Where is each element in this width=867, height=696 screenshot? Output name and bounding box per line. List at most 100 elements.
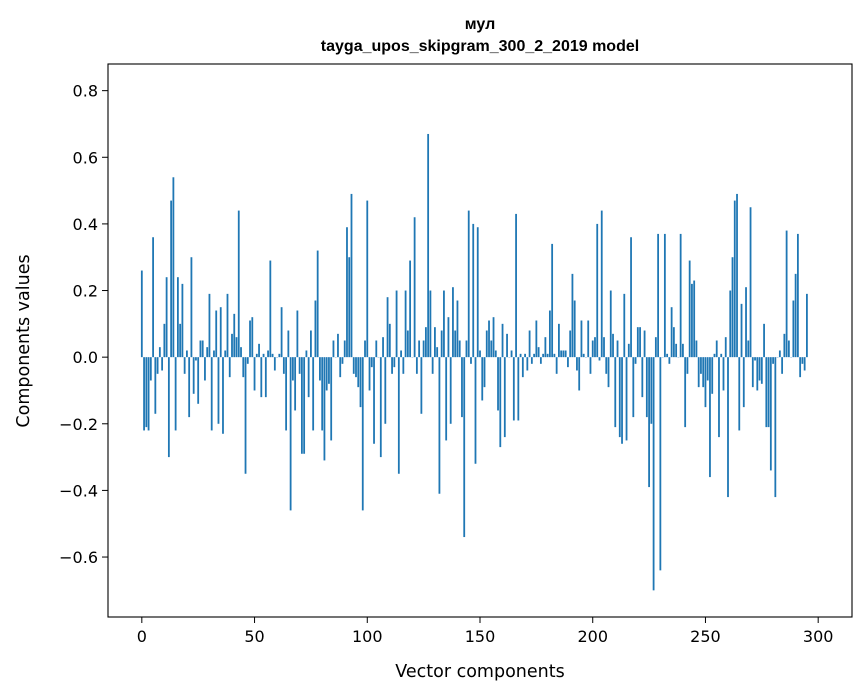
y-tick-label: −0.6	[59, 548, 98, 567]
bar	[291, 357, 294, 381]
bar	[636, 327, 639, 358]
bar	[285, 357, 288, 431]
bar	[280, 307, 283, 358]
bar	[546, 353, 549, 358]
bar	[316, 250, 319, 358]
bar	[799, 357, 802, 378]
y-tick-label: −0.4	[59, 481, 98, 500]
bar	[379, 357, 382, 458]
bar	[461, 357, 463, 418]
bar	[787, 340, 790, 358]
bar	[533, 353, 536, 358]
bar	[594, 337, 596, 358]
bar	[645, 357, 648, 418]
bar	[718, 357, 720, 438]
bar	[785, 230, 788, 358]
bar	[359, 357, 362, 408]
bar	[215, 310, 218, 358]
bar	[251, 317, 254, 358]
bar	[616, 340, 619, 358]
bar	[643, 330, 646, 358]
bar	[740, 303, 743, 358]
bar	[618, 357, 621, 438]
y-axis: −0.6 −0.4 −0.2 0.0 0.2 0.4 0.6 0.8	[59, 82, 108, 567]
bar	[497, 357, 499, 411]
bar	[670, 307, 673, 358]
bar	[415, 357, 418, 374]
bar	[352, 357, 355, 374]
bar	[567, 357, 569, 368]
bar	[627, 343, 630, 358]
bar	[555, 357, 558, 374]
bar	[355, 357, 357, 378]
bar	[323, 357, 326, 461]
bar	[510, 350, 513, 358]
bar	[176, 277, 179, 358]
bar	[224, 350, 227, 358]
bar	[307, 357, 310, 398]
bar	[722, 357, 725, 391]
bar	[312, 357, 315, 431]
bar	[143, 357, 145, 431]
bar	[668, 357, 671, 364]
bar	[397, 357, 400, 474]
bar	[801, 357, 804, 364]
bar	[702, 357, 705, 388]
bar	[395, 290, 398, 358]
bar	[806, 293, 808, 358]
bar	[269, 260, 272, 358]
bar	[370, 357, 373, 368]
bar	[384, 357, 387, 424]
bar	[337, 333, 339, 358]
bar	[548, 310, 551, 358]
y-axis-label: Components values	[14, 254, 34, 427]
bar	[393, 357, 396, 368]
bar	[754, 357, 756, 361]
bar	[300, 357, 303, 454]
chart-subtitle: tayga_upos_skipgram_300_2_2019 model	[321, 38, 639, 55]
bar	[436, 347, 439, 358]
bar	[697, 357, 700, 388]
bar	[427, 133, 430, 358]
bar	[404, 290, 407, 358]
bar	[158, 347, 161, 358]
bar	[553, 353, 556, 358]
bar	[391, 357, 393, 374]
bar	[186, 350, 188, 358]
bar	[328, 357, 330, 384]
bar	[195, 357, 197, 361]
bar	[749, 207, 752, 358]
bar	[402, 357, 405, 374]
bar	[603, 337, 605, 358]
y-tick-label: 0.4	[73, 215, 98, 234]
bar	[650, 357, 653, 424]
bar	[271, 353, 274, 358]
bar	[742, 357, 745, 408]
bar	[763, 323, 765, 358]
bar	[767, 357, 770, 428]
bar	[745, 287, 747, 358]
bar	[587, 320, 590, 358]
bar	[350, 193, 353, 358]
bar	[476, 227, 479, 358]
bar	[751, 357, 754, 388]
bar	[688, 260, 691, 358]
bar	[454, 330, 457, 358]
y-tick-label: 0.0	[73, 348, 98, 367]
bar	[494, 350, 497, 358]
bar	[803, 357, 806, 371]
bar	[233, 313, 236, 358]
bar	[691, 283, 693, 358]
bar	[485, 330, 488, 358]
bar	[373, 357, 375, 444]
bar	[289, 357, 292, 511]
bar	[569, 330, 572, 358]
bar	[479, 350, 481, 358]
bar	[170, 200, 173, 358]
bar	[731, 257, 734, 358]
bar	[537, 347, 540, 358]
bar	[578, 357, 581, 391]
bar	[319, 357, 321, 381]
bar	[783, 333, 786, 358]
bar	[197, 357, 200, 404]
